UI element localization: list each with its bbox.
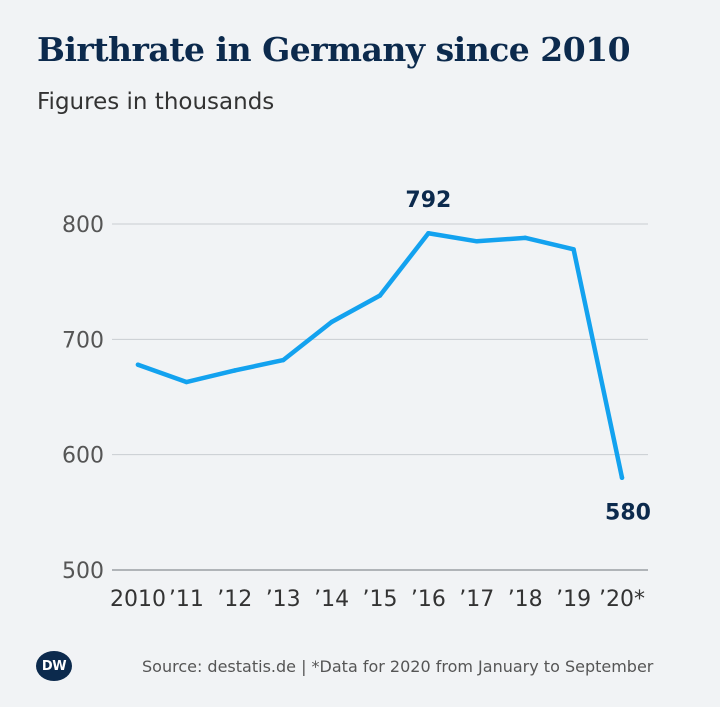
x-tick-label: ’17 [459, 587, 494, 612]
line-chart: 500 600 700 800 2010’11 ’12 ’13 ’14 ’15 ’16 ’17 ’1… [62, 188, 651, 612]
data-point [184, 379, 189, 385]
x-tick-label: 2010 [110, 587, 166, 612]
x-tick-label: ’18 [508, 587, 543, 612]
data-label: 792 [405, 188, 451, 213]
y-tick-label: 800 [62, 213, 104, 238]
data-point [571, 247, 576, 252]
x-axis: 2010’11 ’12 ’13 ’14 ’15 ’16 ’17 ’18 ’19 ’20* [110, 587, 645, 612]
data-point [426, 230, 431, 236]
data-label: 580 [605, 501, 651, 526]
x-tick-label: ’20* [599, 587, 645, 612]
gridlines [112, 223, 648, 571]
data-point [135, 362, 141, 367]
y-tick-label: 600 [62, 444, 104, 469]
series-group [135, 230, 625, 480]
x-tick-label: ’15 [363, 587, 398, 612]
data-labels: 792 580 [405, 188, 651, 526]
x-tick-label: ’16 [411, 587, 446, 612]
dw-logo: DW [36, 651, 72, 681]
data-point [377, 293, 383, 298]
x-tick-label: ’13 [266, 587, 301, 612]
x-tick-label: ’11 [169, 587, 204, 612]
data-point [280, 357, 286, 363]
footer: DW Source: destatis.de | *Data for 2020 … [36, 651, 653, 681]
y-tick-label: 500 [62, 559, 104, 584]
x-tick-label: ’14 [314, 587, 349, 612]
data-point [522, 235, 528, 241]
series-line [135, 230, 625, 480]
y-axis: 500 600 700 800 [62, 213, 104, 584]
data-point [232, 368, 238, 373]
source-note: Source: destatis.de | *Data for 2020 fro… [142, 656, 654, 676]
x-tick-label: ’19 [556, 587, 591, 612]
data-point [329, 319, 334, 325]
x-tick-label: ’12 [217, 587, 252, 612]
y-tick-label: 700 [62, 328, 104, 353]
data-point [619, 475, 625, 480]
chart-subtitle: Figures in thousands [37, 89, 275, 115]
data-point [474, 239, 480, 244]
chart-title: Birthrate in Germany since 2010 [37, 30, 631, 69]
